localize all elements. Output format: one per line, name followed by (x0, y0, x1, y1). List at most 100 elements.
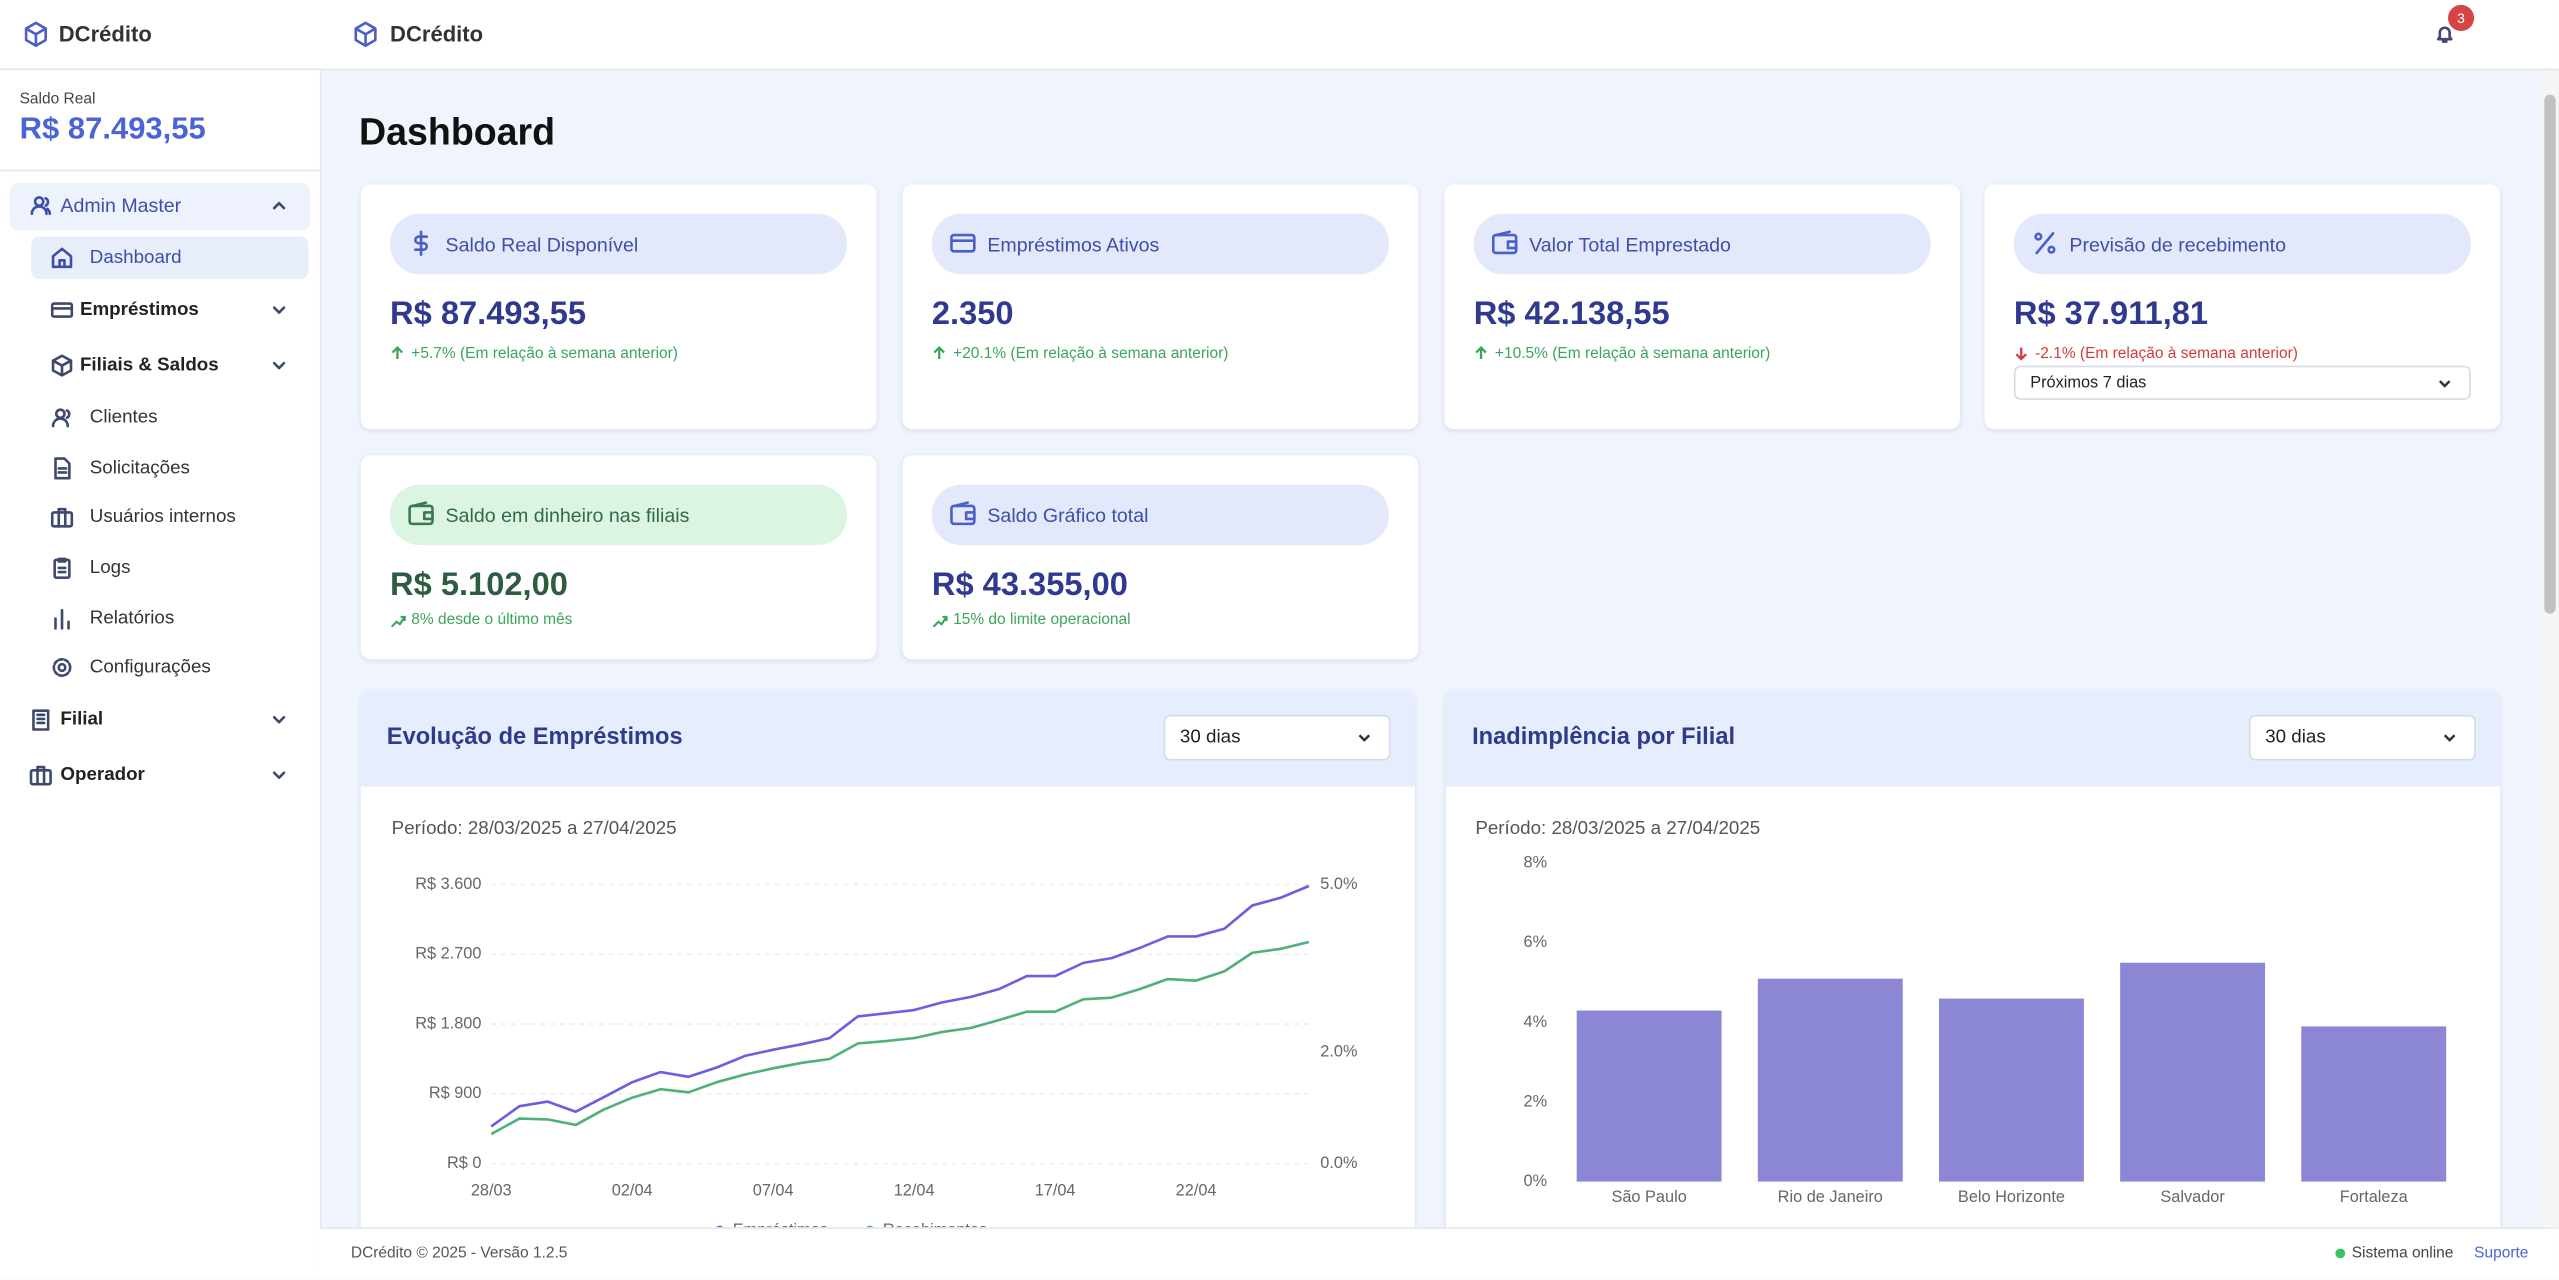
chart-period: Período: 28/03/2025 a 27/04/2025 (1475, 819, 1761, 839)
chart-card: Evolução de Empréstimos 30 dias Período:… (360, 690, 1415, 1280)
select-value: Próximos 7 dias (2030, 373, 2147, 392)
top-bar (0, 0, 2559, 71)
chart-period: Período: 28/03/2025 a 27/04/2025 (391, 819, 677, 839)
menu-item[interactable]: Clientes (89, 408, 158, 428)
chevron-down (2438, 379, 2451, 387)
dollar-icon (414, 230, 429, 256)
card-value: R$ 87.493,55 (390, 296, 587, 333)
arrow-up (1475, 346, 1487, 360)
scrollbar-thumb[interactable] (2544, 94, 2556, 614)
period-select[interactable]: Próximos 7 dias (2013, 365, 2471, 400)
briefcase-icon (29, 765, 52, 786)
notification-badge (2448, 4, 2475, 32)
range-select[interactable]: 30 dias (2248, 714, 2476, 761)
card-value: R$ 42.138,55 (1473, 296, 1670, 333)
line-chart: R$ 0 R$ 900 R$ 1.800 R$ 2.700 R$ 3.600 0.0% 2.… (415, 875, 1357, 1239)
group-row[interactable] (9, 182, 311, 231)
bar (2120, 962, 2266, 1182)
wallet-icon (950, 501, 976, 526)
stat-card: Saldo Gráfico total R$ 43.355,00 15% do … (902, 455, 1419, 660)
sidebar-brand: DCrédito (58, 22, 152, 47)
chevron-down (272, 771, 286, 779)
card-header: Valor Total Emprestado (1473, 213, 1931, 275)
card-header: Empréstimos Ativos (931, 213, 1389, 275)
box-icon (51, 354, 73, 377)
x-tick-label: 28/03 (471, 1182, 512, 1200)
y-tick-label: R$ 2.700 (415, 945, 481, 963)
y2-tick-label: 0.0% (1320, 1154, 1357, 1172)
y-tick-label: 4% (1524, 1013, 1548, 1031)
card-header: Saldo em dinheiro nas filiais (390, 484, 848, 546)
bar (1757, 978, 1903, 1182)
footer (319, 1227, 2559, 1280)
home-icon (51, 247, 73, 269)
x-tick-label: São Paulo (1611, 1188, 1686, 1206)
card-change: -2.1% (Em relação à semana anterior) (2035, 345, 2298, 364)
card-icon (950, 233, 976, 253)
card-value: R$ 5.102,00 (390, 567, 568, 604)
user-icon (30, 196, 52, 216)
select-value: 30 dias (1179, 727, 1241, 748)
group-label: Admin Master (60, 194, 182, 218)
users-icon (51, 408, 71, 428)
x-tick-label: 07/04 (753, 1182, 794, 1200)
menu-item[interactable]: Usuários internos (89, 507, 236, 528)
notification-bell[interactable] (2435, 24, 2455, 44)
bar (1576, 1010, 1722, 1182)
bar-chart: 0% 2% 4% 6% 8% São Paulo Rio de Janeiro Belo Ho… (1524, 854, 2447, 1206)
divider (0, 169, 320, 172)
trend-icon (390, 615, 406, 628)
menu-section[interactable]: Filial (60, 709, 104, 730)
arrow-up (933, 346, 945, 360)
stat-card: Valor Total Emprestado R$ 42.138,55 +10.… (1444, 184, 1961, 430)
menu-item[interactable]: Solicitações (89, 458, 190, 479)
arrow-up (391, 346, 404, 360)
x-tick-label: 22/04 (1176, 1182, 1217, 1200)
x-tick-label: Belo Horizonte (1958, 1188, 2065, 1206)
range-select[interactable]: 30 dias (1163, 714, 1391, 761)
y-tick-label: R$ 900 (429, 1084, 482, 1102)
balance-label: Saldo Real (19, 90, 96, 109)
card-header: Saldo Real Disponível (390, 213, 848, 275)
card-title: Previsão de recebimento (2069, 232, 2287, 256)
menu-item[interactable]: Filiais & Saldos (79, 355, 219, 376)
card-value: 2.350 (931, 296, 1014, 333)
brand-icon (354, 21, 377, 48)
footer-text: DCrédito © 2025 - Versão 1.2.5 (350, 1244, 568, 1263)
y-tick-label: R$ 1.800 (415, 1014, 481, 1032)
y2-tick-label: 2.0% (1320, 1042, 1357, 1060)
stat-card: Previsão de recebimento R$ 37.911,81 -2.… (1984, 184, 2501, 430)
card-change: +10.5% (Em relação à semana anterior) (1494, 345, 1771, 364)
card-title: Saldo em dinheiro nas filiais (445, 503, 690, 527)
card-title: Saldo Real Disponível (445, 232, 639, 256)
support-link[interactable]: Suporte (2474, 1244, 2529, 1263)
notification-count: 3 (2457, 9, 2465, 27)
x-tick-label: Rio de Janeiro (1778, 1188, 1883, 1206)
card-value: R$ 37.911,81 (2013, 296, 2209, 333)
chevron-down (272, 361, 286, 370)
card-icon (50, 302, 74, 318)
y-tick-label: 0% (1524, 1172, 1548, 1190)
chevron-up (272, 201, 286, 210)
card-header: Saldo Gráfico total (931, 484, 1389, 546)
card-header: Previsão de recebimento (2013, 213, 2471, 275)
x-tick-label: 17/04 (1035, 1182, 1076, 1200)
balance-value: R$ 87.493,55 (19, 112, 206, 147)
menu-item[interactable]: Dashboard (89, 248, 182, 268)
menu-item[interactable]: Relatórios (89, 608, 175, 629)
menu-item[interactable]: Empréstimos (79, 300, 199, 320)
wallet-icon (1491, 230, 1518, 255)
menu-item[interactable]: Logs (89, 558, 131, 578)
trend-icon (932, 615, 948, 628)
x-tick-label: Salvador (2160, 1188, 2225, 1206)
menu-item[interactable]: Configurações (89, 657, 211, 678)
y-tick-label: 8% (1524, 854, 1548, 872)
building-icon (32, 709, 50, 731)
y2-tick-label: 5.0% (1320, 875, 1357, 893)
menu-section[interactable]: Operador (60, 765, 145, 785)
card-change: +20.1% (Em relação à semana anterior) (953, 345, 1229, 364)
active-item-bg (31, 236, 309, 280)
line-series (490, 940, 1310, 1136)
bar (1938, 998, 2084, 1182)
